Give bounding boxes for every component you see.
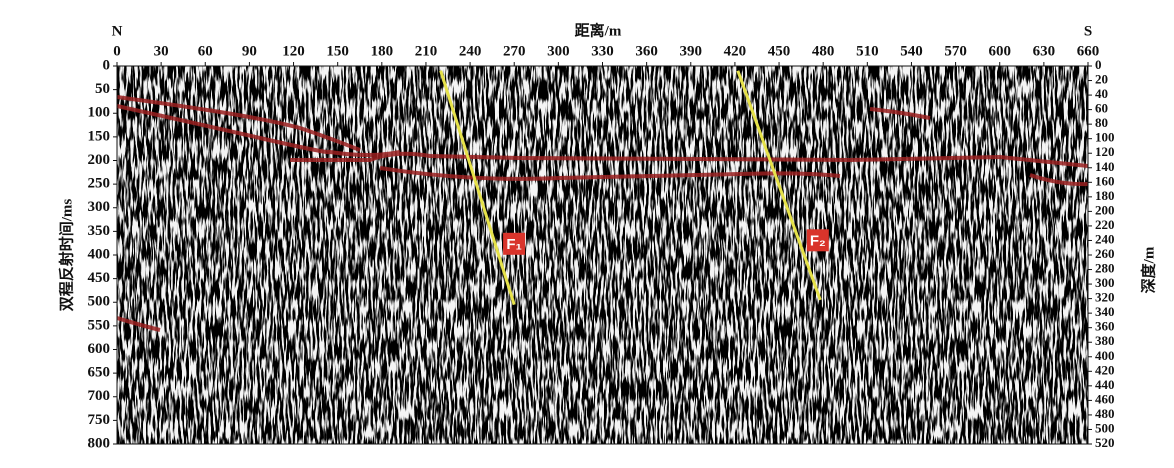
y-tick-label: 550 bbox=[88, 317, 111, 333]
x-tick-label: 480 bbox=[812, 43, 835, 59]
y2-tick-label: 400 bbox=[1095, 348, 1115, 363]
fault-label-box bbox=[806, 229, 829, 252]
x-tick-label: 450 bbox=[768, 43, 791, 59]
x-tick-label: 420 bbox=[724, 43, 747, 59]
y-tick-label: 800 bbox=[88, 435, 111, 451]
x-tick-label: 270 bbox=[503, 43, 526, 59]
fault-line bbox=[736, 70, 822, 301]
y-tick-label: 100 bbox=[88, 105, 111, 121]
y2-tick-label: 340 bbox=[1095, 304, 1115, 319]
y2-tick-label: 360 bbox=[1095, 319, 1115, 334]
x-tick-label: 630 bbox=[1033, 43, 1056, 59]
y2-axis-label: 深度/m bbox=[1139, 246, 1157, 293]
fault-label: F₁ bbox=[506, 236, 521, 253]
x-axis-label: 距离/m bbox=[575, 21, 622, 39]
y-axis-label: 双程反射时间/ms bbox=[57, 199, 75, 312]
y2-tick-label: 180 bbox=[1095, 188, 1115, 203]
x-tick-label: 300 bbox=[547, 43, 570, 59]
y-tick-label: 250 bbox=[88, 176, 111, 192]
y-tick-label: 400 bbox=[88, 246, 111, 262]
x-tick-label: 150 bbox=[326, 43, 349, 59]
x-tick-label: 180 bbox=[371, 43, 394, 59]
y-tick-label: 650 bbox=[88, 365, 111, 381]
x-tick-label: 660 bbox=[1077, 43, 1100, 59]
y-tick-label: 500 bbox=[88, 294, 111, 310]
y-tick-label: 600 bbox=[88, 341, 111, 357]
x-tick-label: 210 bbox=[415, 43, 438, 59]
north-label: N bbox=[112, 23, 123, 39]
y2-tick-label: 0 bbox=[1095, 57, 1102, 72]
y2-tick-label: 260 bbox=[1095, 246, 1115, 261]
y2-tick-label: 520 bbox=[1095, 435, 1115, 450]
x-tick-label: 330 bbox=[591, 43, 614, 59]
x-tick-label: 570 bbox=[944, 43, 967, 59]
y2-tick-label: 80 bbox=[1095, 115, 1108, 130]
reflector bbox=[116, 104, 401, 157]
y-tick-label: 750 bbox=[88, 412, 111, 428]
y2-tick-label: 380 bbox=[1095, 333, 1115, 348]
y2-tick-label: 160 bbox=[1095, 173, 1115, 188]
y2-tick-label: 200 bbox=[1095, 202, 1115, 217]
fault-line bbox=[439, 70, 516, 306]
y-tick-label: 0 bbox=[103, 57, 111, 73]
x-tick-label: 540 bbox=[900, 43, 923, 59]
reflector bbox=[1029, 173, 1089, 187]
y2-tick-label: 120 bbox=[1095, 144, 1115, 159]
y-tick-label: 50 bbox=[95, 81, 110, 97]
y-tick-label: 450 bbox=[88, 270, 111, 286]
y2-tick-label: 20 bbox=[1095, 72, 1108, 87]
x-tick-label: 0 bbox=[113, 43, 121, 59]
y2-tick-label: 320 bbox=[1095, 290, 1115, 305]
y-tick-label: 150 bbox=[88, 128, 111, 144]
x-tick-label: 30 bbox=[154, 43, 169, 59]
reflector bbox=[869, 107, 931, 120]
reflector bbox=[116, 95, 361, 152]
y-tick-label: 300 bbox=[88, 199, 111, 215]
x-tick-label: 60 bbox=[198, 43, 213, 59]
y2-tick-label: 220 bbox=[1095, 217, 1115, 232]
reflector bbox=[379, 166, 841, 181]
x-tick-label: 90 bbox=[242, 43, 257, 59]
x-tick-label: 510 bbox=[856, 43, 879, 59]
y2-tick-label: 100 bbox=[1095, 130, 1115, 145]
reflector bbox=[116, 316, 161, 332]
x-tick-label: 600 bbox=[988, 43, 1011, 59]
x-tick-label: 120 bbox=[282, 43, 305, 59]
reflector bbox=[290, 151, 1089, 168]
y2-tick-label: 460 bbox=[1095, 391, 1115, 406]
seismic-section bbox=[116, 65, 1089, 445]
y2-tick-label: 500 bbox=[1095, 420, 1115, 435]
y2-tick-label: 480 bbox=[1095, 406, 1115, 421]
y2-tick-label: 420 bbox=[1095, 362, 1115, 377]
y2-tick-label: 60 bbox=[1095, 101, 1108, 116]
south-label: S bbox=[1084, 23, 1092, 39]
y-tick-label: 200 bbox=[88, 152, 111, 168]
fault-label-box bbox=[503, 232, 526, 255]
y2-tick-label: 300 bbox=[1095, 275, 1115, 290]
section-texture bbox=[117, 66, 1088, 444]
x-tick-label: 390 bbox=[680, 43, 703, 59]
y-tick-label: 700 bbox=[88, 388, 111, 404]
x-tick-label: 360 bbox=[635, 43, 658, 59]
y2-tick-label: 240 bbox=[1095, 231, 1115, 246]
reflectors bbox=[116, 95, 1089, 332]
y-tick-label: 350 bbox=[88, 223, 111, 239]
fault-label: F₂ bbox=[810, 232, 826, 249]
y2-tick-label: 40 bbox=[1095, 86, 1108, 101]
y2-tick-label: 280 bbox=[1095, 261, 1115, 276]
y2-tick-label: 440 bbox=[1095, 377, 1115, 392]
x-tick-label: 240 bbox=[459, 43, 482, 59]
y2-tick-label: 140 bbox=[1095, 159, 1115, 174]
